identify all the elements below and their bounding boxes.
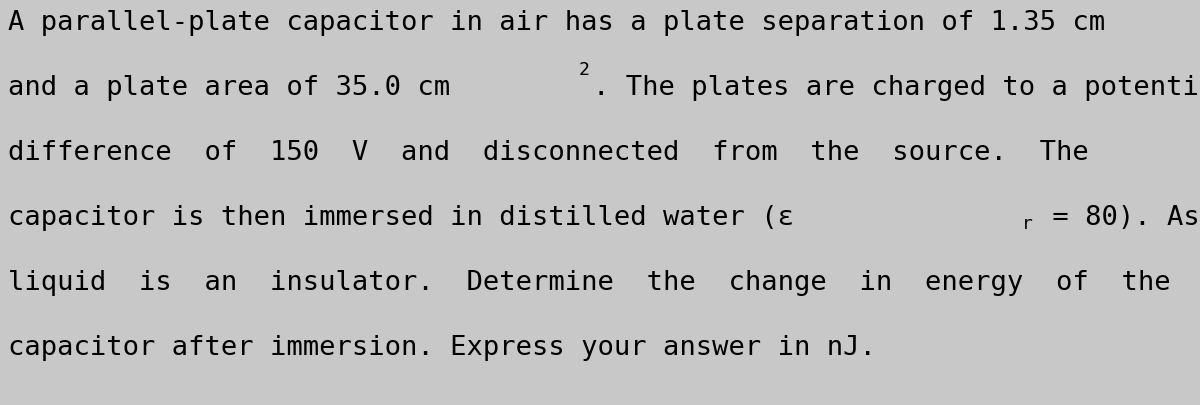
Text: and a plate area of 35.0 cm: and a plate area of 35.0 cm [8, 75, 450, 101]
Text: difference  of  150  V  and  disconnected  from  the  source.  The: difference of 150 V and disconnected fro… [8, 140, 1088, 166]
Text: . The plates are charged to a potential: . The plates are charged to a potential [593, 75, 1200, 101]
Text: 2: 2 [578, 61, 589, 79]
Text: A parallel-plate capacitor in air has a plate separation of 1.35 cm: A parallel-plate capacitor in air has a … [8, 10, 1105, 36]
Text: = 80). Assume the: = 80). Assume the [1037, 205, 1200, 231]
Text: r: r [1022, 215, 1033, 233]
Text: capacitor is then immersed in distilled water (ε: capacitor is then immersed in distilled … [8, 205, 794, 231]
Text: liquid  is  an  insulator.  Determine  the  change  in  energy  of  the: liquid is an insulator. Determine the ch… [8, 270, 1171, 296]
Text: capacitor after immersion. Express your answer in nJ.: capacitor after immersion. Express your … [8, 335, 876, 361]
